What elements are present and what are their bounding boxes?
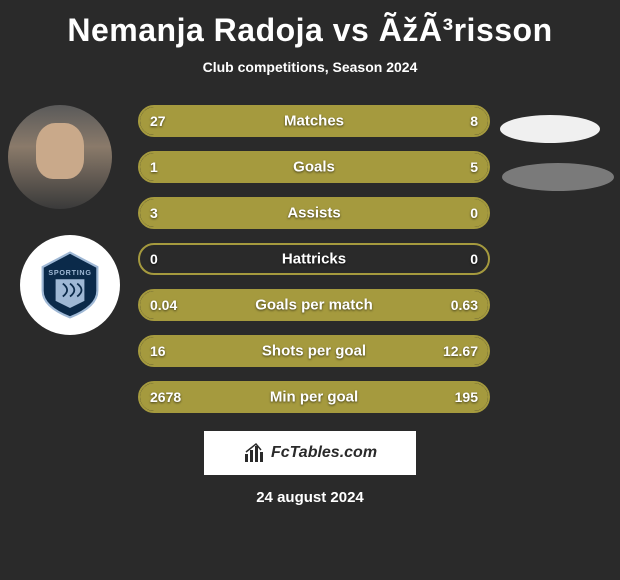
stat-value-left: 3 xyxy=(150,205,158,221)
stat-row: 27 Matches 8 xyxy=(138,105,490,137)
stat-row: 0.04 Goals per match 0.63 xyxy=(138,289,490,321)
stat-label: Matches xyxy=(284,113,344,130)
stat-label: Assists xyxy=(287,205,340,222)
stat-value-right: 8 xyxy=(470,113,478,129)
stat-value-left: 1 xyxy=(150,159,158,175)
stat-value-left: 0.04 xyxy=(150,297,177,313)
footer-brand: FcTables.com xyxy=(204,431,416,475)
sporting-kc-logo-icon: SPORTING xyxy=(34,249,106,321)
content-area: SPORTING 27 Matches 8 1 Goals 5 3 Assists 0 0 Hatt… xyxy=(0,105,620,413)
stat-value-right: 5 xyxy=(470,159,478,175)
bar-fill-left xyxy=(140,153,199,181)
date-text: 24 august 2024 xyxy=(0,489,620,506)
stats-bars: 27 Matches 8 1 Goals 5 3 Assists 0 0 Hattricks 0 0.0… xyxy=(138,105,490,413)
bar-fill-right xyxy=(199,153,488,181)
stat-label: Hattricks xyxy=(282,251,346,268)
stat-value-right: 0.63 xyxy=(451,297,478,313)
stat-label: Goals per match xyxy=(255,297,373,314)
chart-icon xyxy=(243,442,265,464)
stat-label: Min per goal xyxy=(270,389,358,406)
stat-value-left: 0 xyxy=(150,251,158,267)
player-avatar-1 xyxy=(8,105,112,209)
decorative-ellipse-2 xyxy=(502,163,614,191)
stat-label: Shots per goal xyxy=(262,343,366,360)
stat-value-right: 0 xyxy=(470,205,478,221)
page-title: Nemanja Radoja vs ÃžÃ³risson xyxy=(0,0,620,49)
stat-value-right: 0 xyxy=(470,251,478,267)
stat-value-left: 27 xyxy=(150,113,166,129)
player-avatar-2: SPORTING xyxy=(20,235,120,335)
stat-value-right: 195 xyxy=(455,389,478,405)
bar-fill-left xyxy=(140,107,408,135)
stat-row: 0 Hattricks 0 xyxy=(138,243,490,275)
footer-brand-text: FcTables.com xyxy=(271,444,377,462)
stat-row: 16 Shots per goal 12.67 xyxy=(138,335,490,367)
stat-row: 2678 Min per goal 195 xyxy=(138,381,490,413)
stat-value-right: 12.67 xyxy=(443,343,478,359)
stat-value-left: 2678 xyxy=(150,389,181,405)
svg-text:SPORTING: SPORTING xyxy=(48,268,91,277)
stat-value-left: 16 xyxy=(150,343,166,359)
stat-row: 3 Assists 0 xyxy=(138,197,490,229)
decorative-ellipse-1 xyxy=(500,115,600,143)
subtitle: Club competitions, Season 2024 xyxy=(0,59,620,75)
stat-label: Goals xyxy=(293,159,335,176)
stat-row: 1 Goals 5 xyxy=(138,151,490,183)
